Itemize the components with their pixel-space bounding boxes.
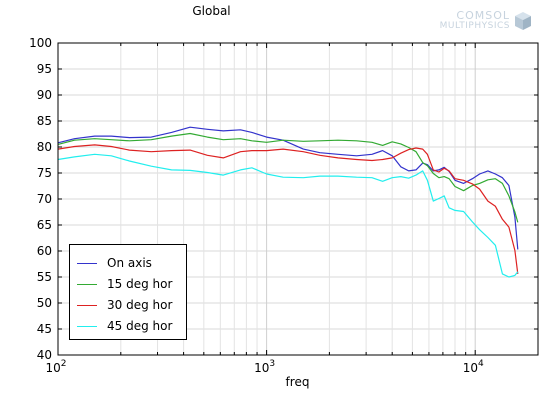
legend-swatch <box>77 305 97 306</box>
legend-swatch <box>77 263 97 264</box>
legend-item: 30 deg hor <box>70 296 186 316</box>
y-tick-label: 80 <box>37 140 52 154</box>
y-tick-label: 50 <box>37 296 52 310</box>
legend-item: On axis <box>70 254 186 274</box>
comsol-logo: COMSOL MULTIPHYSICS <box>420 9 538 35</box>
legend-swatch <box>77 326 97 327</box>
y-tick-label: 75 <box>37 166 52 180</box>
logo-cube-icon <box>515 12 531 30</box>
y-tick-label: 65 <box>37 218 52 232</box>
x-tick-label: 103 <box>254 359 275 375</box>
series-lines <box>57 126 519 278</box>
legend: On axis 15 deg hor 30 deg hor 45 deg hor <box>69 244 187 340</box>
legend-label: 15 deg hor <box>107 277 173 291</box>
series-line-45-deg-hor <box>57 153 519 278</box>
y-tick-label: 60 <box>37 244 52 258</box>
series-line-15-deg-hor <box>57 132 519 223</box>
y-tick-label: 95 <box>37 62 52 76</box>
legend-swatch <box>77 284 97 285</box>
series-line-on-axis <box>57 126 519 250</box>
y-tick-label: 90 <box>37 88 52 102</box>
y-tick-label: 70 <box>37 192 52 206</box>
y-tick-label: 100 <box>29 36 52 50</box>
y-tick-label: 55 <box>37 270 52 284</box>
legend-label: On axis <box>107 256 152 270</box>
logo-text-line2: MULTIPHYSICS <box>439 21 510 31</box>
legend-item: 15 deg hor <box>70 275 186 295</box>
chart-title: Global <box>192 4 231 18</box>
legend-label: 30 deg hor <box>107 298 173 312</box>
series-line-30-deg-hor <box>57 144 519 274</box>
x-tick-label: 102 <box>45 359 66 375</box>
legend-label: 45 deg hor <box>107 319 173 333</box>
y-tick-label: 40 <box>37 348 52 362</box>
y-tick-label: 85 <box>37 114 52 128</box>
x-tick-label: 104 <box>463 359 484 375</box>
logo-text-line1: COMSOL <box>456 9 510 22</box>
x-axis-label: freq <box>285 375 310 389</box>
legend-item: 45 deg hor <box>70 317 186 337</box>
y-tick-label: 45 <box>37 322 52 336</box>
